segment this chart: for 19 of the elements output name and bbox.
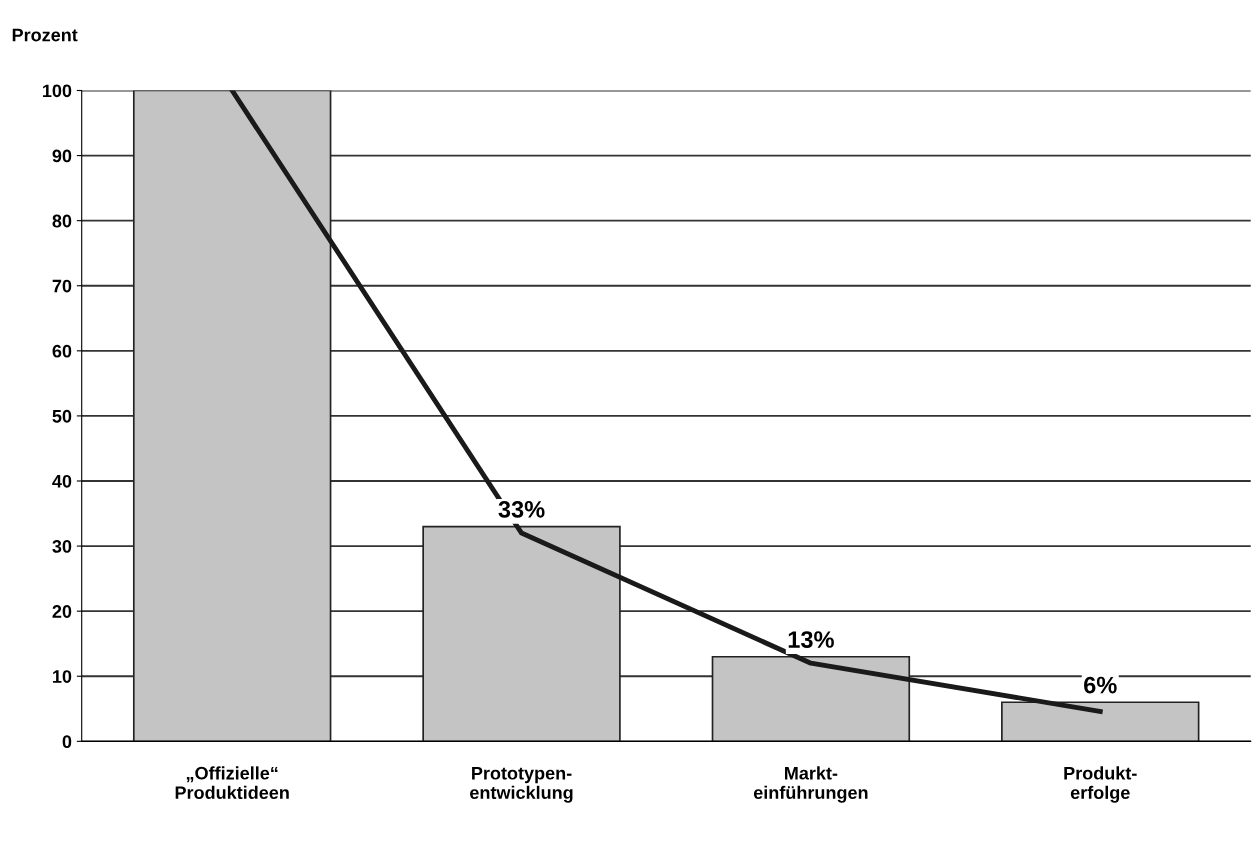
data-label: 33% <box>498 501 545 518</box>
data-label: 13% <box>788 631 834 648</box>
data-label: 6% <box>1084 676 1117 694</box>
x-tick-label: „Offizielle“ Produktideen <box>175 766 289 800</box>
y-tick-label: 100 <box>43 84 72 98</box>
y-tick-label: 90 <box>52 149 72 163</box>
y-tick-label: 30 <box>52 540 72 553</box>
y-tick-label: 40 <box>52 474 72 488</box>
y-tick-label: 50 <box>52 409 72 423</box>
y-tick-label: 80 <box>52 214 72 228</box>
x-tick-label: Markt- einführungen <box>753 766 868 803</box>
y-tick-label: 0 <box>62 735 72 749</box>
y-tick-label: 10 <box>53 670 72 683</box>
x-tick-label: Produkt- erfolge <box>1064 766 1137 803</box>
x-tick-label: Prototypen- entwicklung <box>470 766 573 803</box>
y-tick-label: 70 <box>52 279 72 293</box>
y-axis-title: Prozent <box>12 28 78 42</box>
y-tick-label: 20 <box>52 605 72 618</box>
y-tick-label: 60 <box>52 344 72 358</box>
